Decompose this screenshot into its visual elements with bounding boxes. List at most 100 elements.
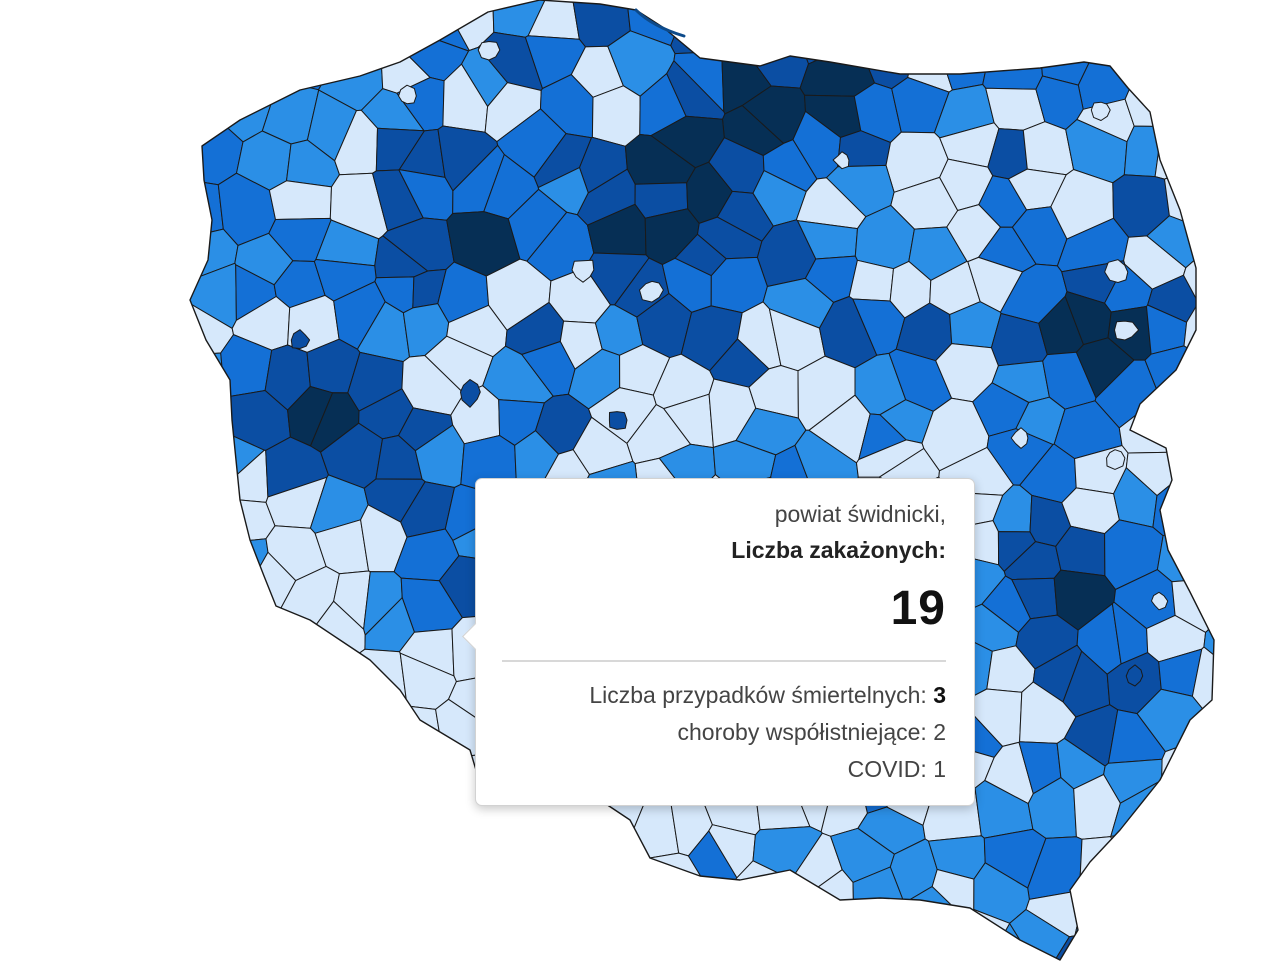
county-region[interactable] xyxy=(236,738,310,787)
county-region[interactable] xyxy=(279,703,328,763)
county-region[interactable] xyxy=(333,777,383,842)
county-region[interactable] xyxy=(185,43,247,91)
county-region[interactable] xyxy=(1207,575,1260,632)
county-region[interactable] xyxy=(354,648,408,717)
county-region[interactable] xyxy=(273,795,346,843)
county-region[interactable] xyxy=(1073,956,1126,978)
city-region[interactable] xyxy=(608,411,628,430)
county-region[interactable] xyxy=(150,486,202,535)
county-region[interactable] xyxy=(150,309,180,374)
county-region[interactable] xyxy=(1079,836,1137,904)
county-region[interactable] xyxy=(238,29,289,88)
county-region[interactable] xyxy=(897,0,948,56)
county-region[interactable] xyxy=(704,925,761,978)
county-region[interactable] xyxy=(1161,740,1220,803)
county-region[interactable] xyxy=(150,450,210,495)
county-region[interactable] xyxy=(150,84,202,144)
city-region[interactable] xyxy=(1010,427,1029,449)
county-region[interactable] xyxy=(150,44,185,96)
county-region[interactable] xyxy=(317,838,374,897)
city-region[interactable] xyxy=(290,329,311,349)
county-region[interactable] xyxy=(179,945,248,978)
county-region[interactable] xyxy=(1122,970,1174,978)
county-region[interactable] xyxy=(591,828,640,893)
county-region[interactable] xyxy=(855,17,909,51)
county-region[interactable] xyxy=(286,25,338,91)
city-region[interactable] xyxy=(571,259,595,283)
county-region[interactable] xyxy=(947,0,1009,11)
city-region[interactable] xyxy=(398,84,417,105)
county-region[interactable] xyxy=(369,768,407,830)
county-region[interactable] xyxy=(370,929,439,978)
county-region[interactable] xyxy=(814,0,884,10)
county-region[interactable] xyxy=(150,562,189,603)
county-region[interactable] xyxy=(282,669,320,719)
county-region[interactable] xyxy=(1074,895,1126,953)
county-region[interactable] xyxy=(1197,397,1260,448)
county-region[interactable] xyxy=(234,773,282,841)
county-region[interactable] xyxy=(934,0,987,42)
county-region[interactable] xyxy=(415,904,477,969)
county-region[interactable] xyxy=(1187,845,1228,916)
county-region[interactable] xyxy=(256,956,325,978)
county-region[interactable] xyxy=(150,599,195,661)
county-region[interactable] xyxy=(387,870,443,936)
county-region[interactable] xyxy=(585,880,649,945)
county-region[interactable] xyxy=(572,416,634,475)
county-region[interactable] xyxy=(334,0,391,29)
city-region[interactable] xyxy=(1114,320,1140,341)
county-region[interactable] xyxy=(216,970,300,978)
county-region[interactable] xyxy=(393,705,443,760)
county-region[interactable] xyxy=(1124,82,1177,127)
county-region[interactable] xyxy=(497,816,556,880)
county-region[interactable] xyxy=(268,180,332,220)
county-region[interactable] xyxy=(200,891,238,941)
county-region[interactable] xyxy=(1012,964,1077,978)
county-region[interactable] xyxy=(186,562,243,614)
county-region[interactable] xyxy=(236,702,282,760)
city-region[interactable] xyxy=(1106,449,1126,470)
county-region[interactable] xyxy=(174,404,233,465)
county-region[interactable] xyxy=(705,0,768,2)
county-region[interactable] xyxy=(492,922,538,967)
county-region[interactable] xyxy=(396,0,459,11)
county-region[interactable] xyxy=(829,906,904,968)
county-region[interactable] xyxy=(473,871,532,927)
county-region[interactable] xyxy=(381,757,419,796)
county-region[interactable] xyxy=(591,85,641,147)
county-region[interactable] xyxy=(266,760,318,819)
county-region[interactable] xyxy=(1201,0,1260,46)
city-region[interactable] xyxy=(1104,259,1129,283)
county-region[interactable] xyxy=(1161,961,1227,978)
county-region[interactable] xyxy=(1196,343,1260,403)
county-region[interactable] xyxy=(416,838,481,909)
county-region[interactable] xyxy=(229,916,275,972)
county-region[interactable] xyxy=(586,940,639,978)
county-region[interactable] xyxy=(1111,939,1169,978)
county-region[interactable] xyxy=(670,5,733,55)
county-region[interactable] xyxy=(432,814,502,883)
county-region[interactable] xyxy=(977,952,1019,978)
county-region[interactable] xyxy=(150,0,199,15)
county-region[interactable] xyxy=(267,885,323,943)
county-region[interactable] xyxy=(1201,508,1260,577)
county-region[interactable] xyxy=(217,0,266,51)
county-region[interactable] xyxy=(150,835,218,893)
county-region[interactable] xyxy=(315,929,375,978)
county-region[interactable] xyxy=(539,955,603,978)
county-region[interactable] xyxy=(465,894,516,946)
county-region[interactable] xyxy=(200,910,241,956)
county-region[interactable] xyxy=(747,968,810,978)
county-region[interactable] xyxy=(1204,745,1260,800)
county-region[interactable] xyxy=(547,827,596,895)
county-region[interactable] xyxy=(691,885,742,950)
county-region[interactable] xyxy=(855,967,919,978)
county-region[interactable] xyxy=(190,71,254,121)
county-region[interactable] xyxy=(1143,0,1207,49)
county-region[interactable] xyxy=(150,390,180,465)
county-region[interactable] xyxy=(895,962,954,978)
county-region[interactable] xyxy=(627,931,661,978)
county-region[interactable] xyxy=(1162,788,1207,850)
county-region[interactable] xyxy=(1154,121,1200,180)
county-region[interactable] xyxy=(196,786,239,843)
